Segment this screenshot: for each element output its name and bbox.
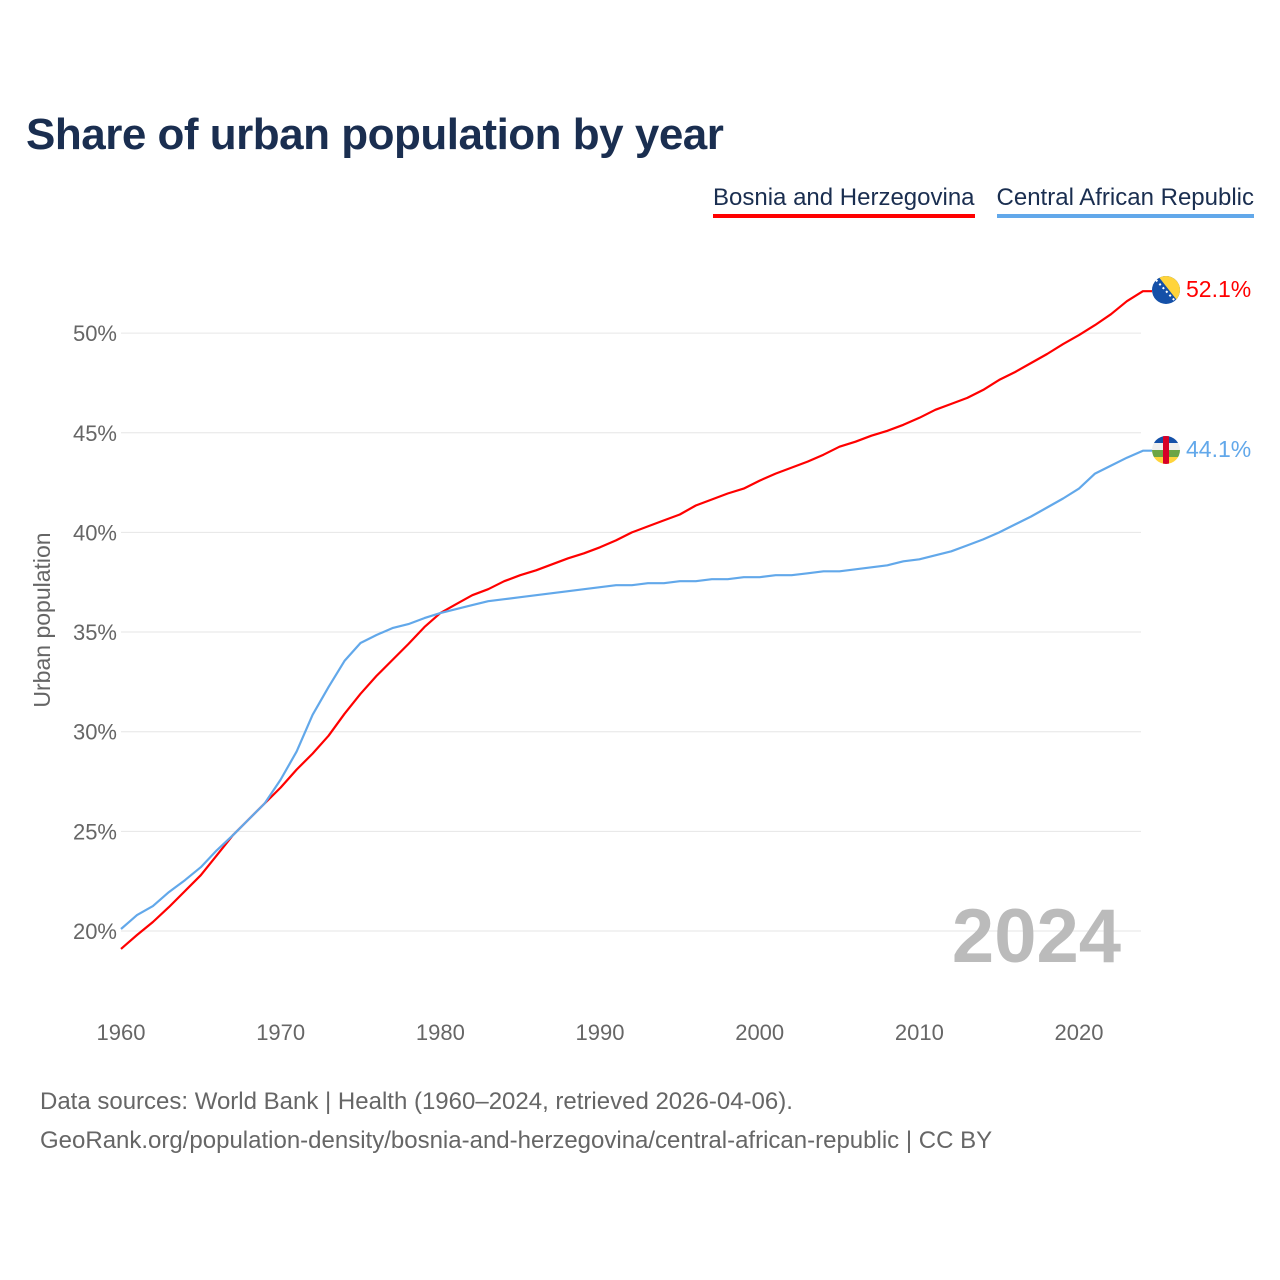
y-axis-label: Urban population bbox=[29, 532, 55, 707]
legend-item-car[interactable]: Central African Republic bbox=[996, 184, 1254, 218]
source-line-2[interactable]: GeoRank.org/population-density/bosnia-an… bbox=[40, 1127, 993, 1154]
end-label-car: 44.1% bbox=[1186, 436, 1251, 462]
series-line-bosnia[interactable] bbox=[120, 290, 1152, 950]
legend-item-bosnia[interactable]: Bosnia and Herzegovina bbox=[713, 184, 975, 218]
car-flag-icon bbox=[1152, 436, 1180, 464]
y-tick-label: 25% bbox=[73, 819, 117, 844]
end-label-bosnia: 52.1% bbox=[1186, 276, 1251, 302]
y-tick-label: 35% bbox=[73, 620, 117, 645]
x-tick-label: 2020 bbox=[1055, 1020, 1104, 1045]
legend: Bosnia and Herzegovina Central African R… bbox=[713, 184, 1254, 218]
y-tick-label: 50% bbox=[73, 321, 117, 346]
y-tick-label: 30% bbox=[73, 720, 117, 745]
x-tick-label: 1990 bbox=[576, 1020, 625, 1045]
bosnia-flag-icon bbox=[1152, 276, 1180, 304]
y-tick-label: 45% bbox=[73, 421, 117, 446]
x-tick-label: 1960 bbox=[97, 1020, 146, 1045]
x-tick-label: 1970 bbox=[256, 1020, 305, 1045]
x-tick-label: 1980 bbox=[416, 1020, 465, 1045]
y-tick-label: 20% bbox=[73, 919, 117, 944]
series-line-car[interactable] bbox=[120, 449, 1152, 930]
source-line-1: Data sources: World Bank | Health (1960–… bbox=[40, 1088, 793, 1115]
y-tick-label: 40% bbox=[73, 520, 117, 545]
chart-title: Share of urban population by year bbox=[26, 110, 724, 159]
year-watermark: 2024 bbox=[952, 894, 1121, 979]
x-tick-label: 2000 bbox=[735, 1020, 784, 1045]
x-tick-label: 2010 bbox=[895, 1020, 944, 1045]
